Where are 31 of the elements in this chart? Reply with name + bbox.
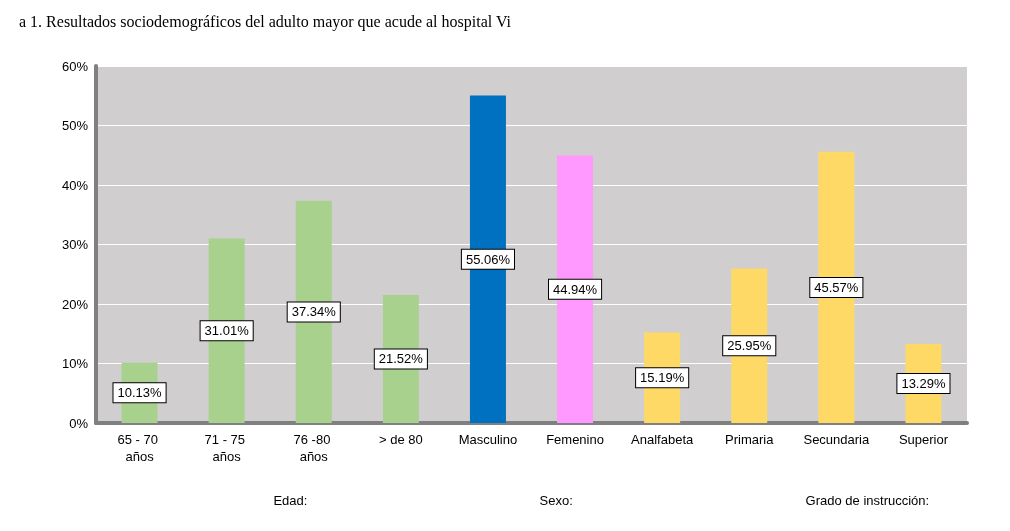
x-tick-label: 76 -80 años <box>293 432 334 464</box>
data-label: 10.13% <box>117 385 163 401</box>
y-tick-label: 0% <box>69 415 89 431</box>
chart-title: a 1. Resultados sociodemográficos del adulto mayor que acude al hospital Vi <box>19 12 512 31</box>
x-tick-label: Masculino <box>458 432 518 447</box>
x-tick-label: 71 - 75 años <box>204 432 249 464</box>
data-label: 44.94% <box>553 281 598 297</box>
data-label: 13.29% <box>901 375 946 391</box>
data-label: 25.95% <box>727 338 772 354</box>
y-tick-label: 50% <box>61 118 89 133</box>
data-label: 45.57% <box>814 279 859 295</box>
data-label: 37.34% <box>291 304 337 320</box>
data-label: 15.19% <box>640 370 685 386</box>
y-tick-label: 40% <box>61 177 89 193</box>
text: Sexo: <box>539 493 573 508</box>
x-tick-label: Primaria <box>725 432 775 447</box>
text: Grado de instrucción: <box>805 493 930 508</box>
x-tick-label: Superior <box>898 432 949 447</box>
x-tick-label: > de 80 <box>378 432 423 447</box>
x-tick-label: Femenino <box>546 432 604 447</box>
data-label: 55.06% <box>465 251 511 267</box>
x-tick-label: Secundaria <box>803 432 870 447</box>
data-label: 31.01% <box>204 323 250 339</box>
y-tick-label: 20% <box>61 296 89 312</box>
x-tick-label: 65 - 70 años <box>117 432 162 464</box>
y-tick-label: 60% <box>61 58 89 74</box>
y-tick-label: 10% <box>61 356 89 371</box>
x-tick-label: Analfabeta <box>631 432 694 447</box>
text: Edad: <box>273 493 308 508</box>
y-tick-label: 30% <box>61 237 89 252</box>
data-label: 21.52% <box>378 351 424 367</box>
